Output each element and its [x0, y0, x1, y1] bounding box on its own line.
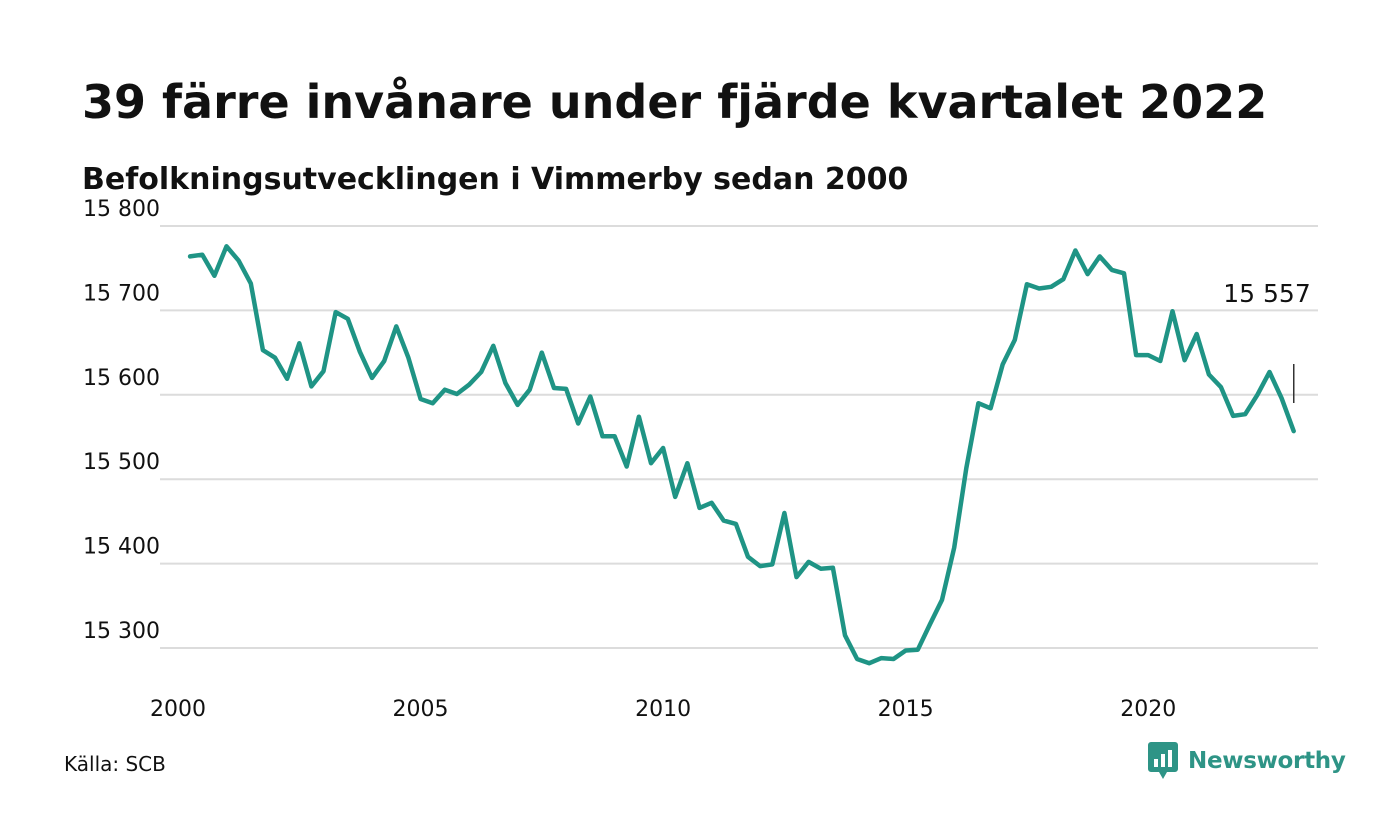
x-tick-label: 2000 — [150, 697, 206, 722]
y-tick-label: 15 800 — [83, 197, 160, 222]
y-tick-label: 15 500 — [83, 450, 160, 475]
chart-subtitle: Befolkningsutvecklingen i Vimmerby sedan… — [82, 162, 909, 197]
y-tick-label: 15 400 — [83, 535, 160, 560]
x-axis-labels: 2000 2005 2010 2015 2020 — [150, 697, 1176, 722]
y-axis-labels: 15 300 15 400 15 500 15 600 15 700 15 800 — [83, 197, 160, 644]
series-layer — [187, 244, 1296, 666]
y-tick-label: 15 600 — [83, 366, 160, 391]
x-tick-label: 2020 — [1120, 697, 1176, 722]
series-line — [187, 244, 1296, 666]
chart-title: 39 färre invånare under fjärde kvartalet… — [82, 75, 1268, 129]
x-tick-label: 2015 — [878, 697, 934, 722]
gridlines — [160, 225, 1318, 649]
brand-logo: Newsworthy — [1148, 742, 1346, 780]
y-tick-label: 15 700 — [83, 281, 160, 306]
x-tick-label: 2010 — [635, 697, 691, 722]
chart-bubble-icon — [1148, 742, 1178, 779]
annotation-layer: 15 557 — [1223, 279, 1311, 403]
brand-name: Newsworthy — [1188, 748, 1346, 774]
y-tick-label: 15 300 — [83, 619, 160, 644]
line-chart: 15 300 15 400 15 500 15 600 15 700 15 800 200… — [83, 197, 1318, 722]
x-tick-label: 2005 — [393, 697, 449, 722]
last-value-label: 15 557 — [1223, 279, 1310, 308]
source-note: Källa: SCB — [64, 752, 166, 776]
